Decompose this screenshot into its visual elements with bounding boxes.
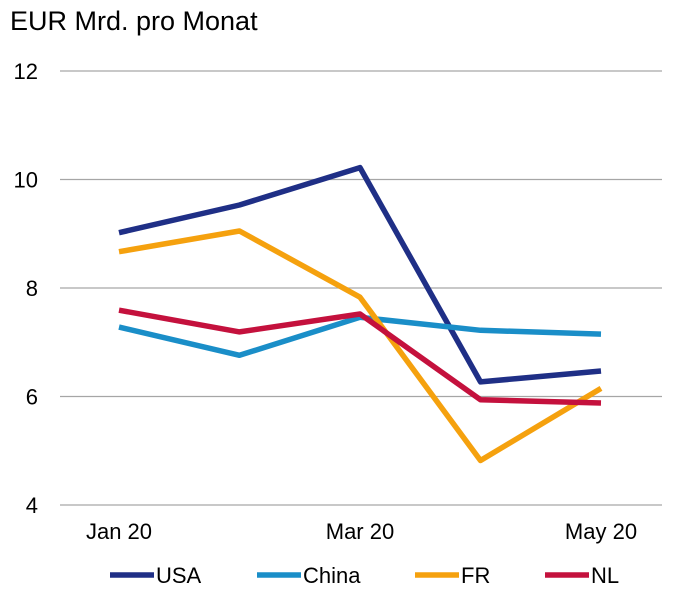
y-tick-label: 6	[26, 385, 38, 410]
y-tick-label: 12	[14, 59, 38, 84]
legend-label: NL	[591, 563, 619, 588]
y-tick-label: 8	[26, 276, 38, 301]
x-axis-ticks: Jan 20 Mar 20 May 20	[86, 519, 637, 544]
y-axis-ticks: 4 6 8 10 12	[14, 59, 38, 518]
legend-item-fr: FR	[415, 563, 490, 588]
legend-item-usa: USA	[110, 563, 202, 588]
chart-title: EUR Mrd. pro Monat	[10, 6, 258, 36]
legend-label: USA	[156, 563, 202, 588]
x-tick-label: Jan 20	[86, 519, 152, 544]
series-line-fr	[118, 228, 603, 464]
series-line-usa	[118, 164, 602, 385]
legend: USA China FR NL	[110, 563, 619, 588]
y-tick-label: 10	[14, 168, 38, 193]
legend-item-nl: NL	[545, 563, 619, 588]
grid-lines	[60, 70, 662, 506]
legend-label: FR	[461, 563, 490, 588]
x-tick-label: May 20	[565, 519, 637, 544]
series-lines	[118, 164, 603, 464]
legend-item-china: China	[257, 563, 361, 588]
legend-label: China	[303, 563, 361, 588]
series-line-nl	[118, 307, 602, 406]
y-tick-label: 4	[26, 493, 38, 518]
x-tick-label: Mar 20	[326, 519, 394, 544]
